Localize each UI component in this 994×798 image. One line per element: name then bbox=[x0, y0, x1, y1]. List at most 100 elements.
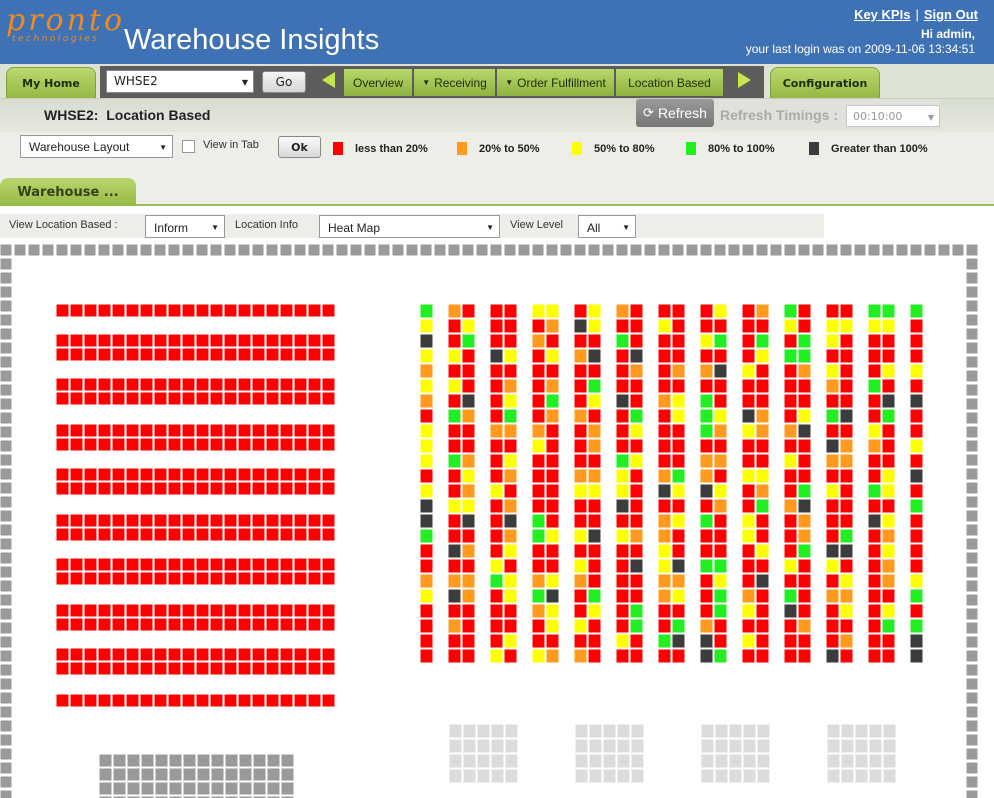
wall-block bbox=[0, 257, 13, 271]
rack-location bbox=[69, 603, 84, 618]
rack-location bbox=[867, 348, 882, 364]
rack-location bbox=[797, 528, 812, 544]
rack-location bbox=[265, 333, 280, 348]
rack-location bbox=[699, 648, 714, 664]
dock-location bbox=[490, 768, 505, 784]
rack-location bbox=[545, 618, 560, 634]
rack-location bbox=[825, 378, 840, 394]
warehouse-tab[interactable]: Warehouse ... bbox=[0, 178, 136, 206]
rack-location bbox=[531, 603, 546, 619]
rack-location bbox=[223, 423, 238, 438]
rack-location bbox=[909, 423, 924, 439]
nav-item-overview[interactable]: Overview bbox=[344, 69, 413, 96]
rack-location bbox=[97, 347, 112, 362]
nav-item-label: Location Based bbox=[628, 75, 711, 90]
rack-location bbox=[125, 333, 140, 348]
view-level-select[interactable]: All ▼ bbox=[578, 215, 636, 238]
rack-location bbox=[741, 513, 756, 529]
rack-location bbox=[839, 453, 854, 469]
rack-location bbox=[881, 603, 896, 619]
rack-location bbox=[237, 661, 252, 676]
rack-location bbox=[671, 303, 686, 319]
location-info-label: Location Info bbox=[235, 219, 298, 231]
dock-location bbox=[700, 738, 715, 754]
go-button[interactable]: Go bbox=[262, 71, 306, 93]
rack-location bbox=[251, 603, 266, 618]
rack-location bbox=[825, 438, 840, 454]
wall-block bbox=[41, 244, 55, 257]
configuration-tab[interactable]: Configuration bbox=[770, 67, 880, 98]
rack-location bbox=[55, 527, 70, 542]
rack-location bbox=[657, 648, 672, 664]
wall-block bbox=[615, 244, 629, 257]
rack-location bbox=[587, 633, 602, 649]
rack-location bbox=[671, 438, 686, 454]
dock-location bbox=[574, 768, 589, 784]
wall-block bbox=[0, 537, 13, 551]
rack-location bbox=[447, 318, 462, 334]
rack-location bbox=[755, 498, 770, 514]
dock-location bbox=[602, 768, 617, 784]
location-info-select[interactable]: Heat Map ▼ bbox=[319, 215, 500, 238]
rack-location bbox=[251, 617, 266, 632]
key-kpis-link[interactable]: Key KPIs bbox=[854, 7, 911, 22]
rack-location bbox=[713, 573, 728, 589]
wall-block bbox=[0, 411, 13, 425]
nav-prev-arrow-icon[interactable] bbox=[322, 72, 335, 88]
rack-location bbox=[265, 303, 280, 318]
rack-location bbox=[797, 363, 812, 379]
refresh-button[interactable]: ⟳ Refresh bbox=[636, 99, 714, 127]
refresh-timing-select[interactable]: 00:10:00 ▼ bbox=[846, 105, 940, 127]
ok-button[interactable]: Ok bbox=[278, 136, 321, 158]
rack-location bbox=[293, 333, 308, 348]
wall-block bbox=[0, 313, 13, 327]
rack-location bbox=[839, 363, 854, 379]
wall-block bbox=[965, 285, 979, 299]
rack-location bbox=[545, 648, 560, 664]
rack-location bbox=[195, 513, 210, 528]
nav-next-arrow-icon[interactable] bbox=[738, 72, 751, 88]
rack-location bbox=[783, 498, 798, 514]
rack-location bbox=[503, 528, 518, 544]
my-home-tab[interactable]: My Home bbox=[6, 67, 96, 98]
rack-location bbox=[573, 543, 588, 559]
nav-item-receiving[interactable]: ▼ Receiving bbox=[414, 69, 496, 96]
rack-location bbox=[111, 571, 126, 586]
staging-location bbox=[168, 795, 183, 798]
rack-location bbox=[839, 558, 854, 574]
rack-location bbox=[531, 648, 546, 664]
rack-location bbox=[447, 498, 462, 514]
rack-location bbox=[419, 438, 434, 454]
rack-location bbox=[97, 661, 112, 676]
rack-location bbox=[615, 408, 630, 424]
view-in-tab-checkbox[interactable] bbox=[182, 140, 195, 153]
rack-location bbox=[909, 513, 924, 529]
rack-location bbox=[307, 603, 322, 618]
dock-location bbox=[882, 738, 897, 754]
nav-item-location-based[interactable]: Location Based bbox=[616, 69, 724, 96]
rack-location bbox=[419, 363, 434, 379]
rack-location bbox=[69, 513, 84, 528]
nav-item-order-fulfillment[interactable]: ▼ Order Fulfillment bbox=[497, 69, 615, 96]
rack-location bbox=[293, 423, 308, 438]
view-location-select[interactable]: Inform ▼ bbox=[145, 215, 225, 238]
staging-location bbox=[196, 753, 211, 768]
layout-select[interactable]: Warehouse Layout ▼ bbox=[20, 135, 173, 158]
staging-location bbox=[154, 795, 169, 798]
rack-location bbox=[153, 377, 168, 392]
rack-location bbox=[321, 527, 336, 542]
rack-location bbox=[195, 617, 210, 632]
rack-location bbox=[713, 513, 728, 529]
dock-location bbox=[588, 753, 603, 769]
wall-block bbox=[433, 244, 447, 257]
rack-location bbox=[321, 513, 336, 528]
rack-location bbox=[293, 571, 308, 586]
rack-location bbox=[139, 647, 154, 662]
rack-location bbox=[307, 527, 322, 542]
rack-location bbox=[699, 453, 714, 469]
rack-location bbox=[265, 347, 280, 362]
rack-location bbox=[741, 588, 756, 604]
warehouse-select[interactable]: WHSE2 ▼ bbox=[106, 70, 254, 93]
sign-out-link[interactable]: Sign Out bbox=[923, 7, 978, 22]
rack-location bbox=[55, 617, 70, 632]
